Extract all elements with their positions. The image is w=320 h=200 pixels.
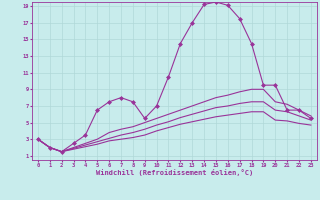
X-axis label: Windchill (Refroidissement éolien,°C): Windchill (Refroidissement éolien,°C) — [96, 169, 253, 176]
